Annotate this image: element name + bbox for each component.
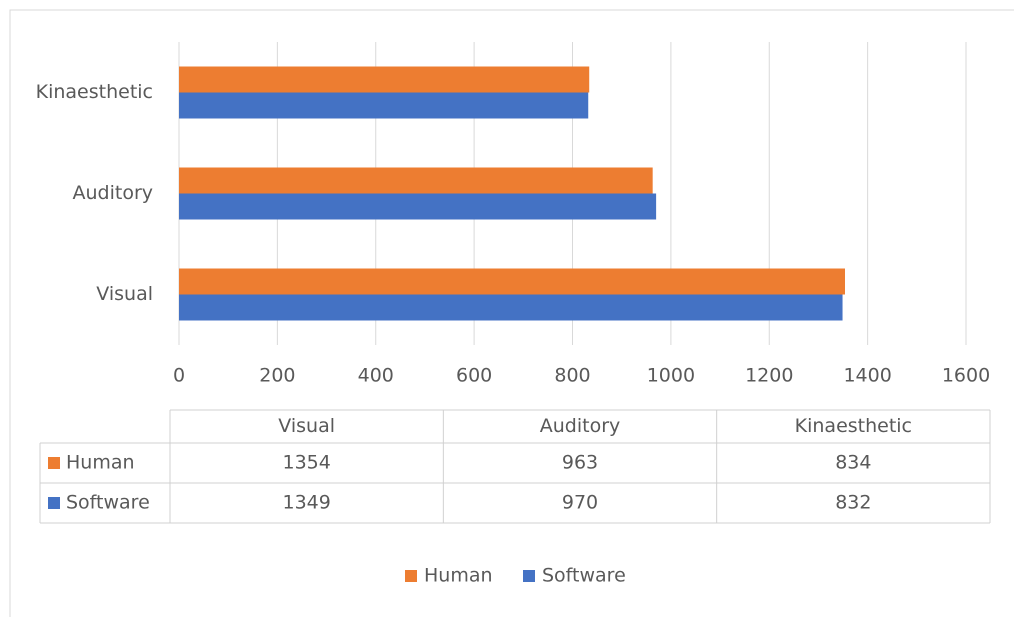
y-tick-label: Kinaesthetic — [36, 81, 153, 103]
table-cell: 834 — [835, 452, 871, 474]
table-cell: 963 — [562, 452, 598, 474]
table-legend-key — [48, 457, 60, 469]
x-tick-label: 600 — [456, 365, 492, 387]
table-cell: 832 — [835, 492, 871, 514]
legend-label: Software — [542, 565, 626, 587]
bar — [179, 167, 653, 194]
x-tick-label: 800 — [554, 365, 590, 387]
bar — [179, 268, 845, 295]
bar — [179, 66, 590, 93]
x-tick-label: 1000 — [647, 365, 695, 387]
table-header: Kinaesthetic — [795, 415, 912, 437]
legend-key — [523, 570, 535, 582]
y-tick-label: Visual — [96, 283, 153, 305]
legend-key — [405, 570, 417, 582]
table-cell: 970 — [562, 492, 598, 514]
legend-label: Human — [424, 565, 493, 587]
table-row-label: Software — [66, 492, 150, 514]
table-cell: 1349 — [282, 492, 330, 514]
table-header: Visual — [278, 415, 335, 437]
table-cell: 1354 — [282, 452, 330, 474]
x-tick-label: 400 — [358, 365, 394, 387]
x-tick-label: 200 — [259, 365, 295, 387]
x-tick-label: 1200 — [745, 365, 793, 387]
table-legend-key — [48, 497, 60, 509]
x-tick-label: 1600 — [942, 365, 990, 387]
bar — [179, 193, 657, 220]
bar — [179, 92, 589, 119]
x-tick-label: 1400 — [843, 365, 891, 387]
bar — [179, 294, 843, 321]
y-tick-label: Auditory — [72, 182, 153, 204]
table-header: Auditory — [540, 415, 621, 437]
table-row-label: Human — [66, 452, 135, 474]
x-tick-label: 0 — [173, 365, 185, 387]
